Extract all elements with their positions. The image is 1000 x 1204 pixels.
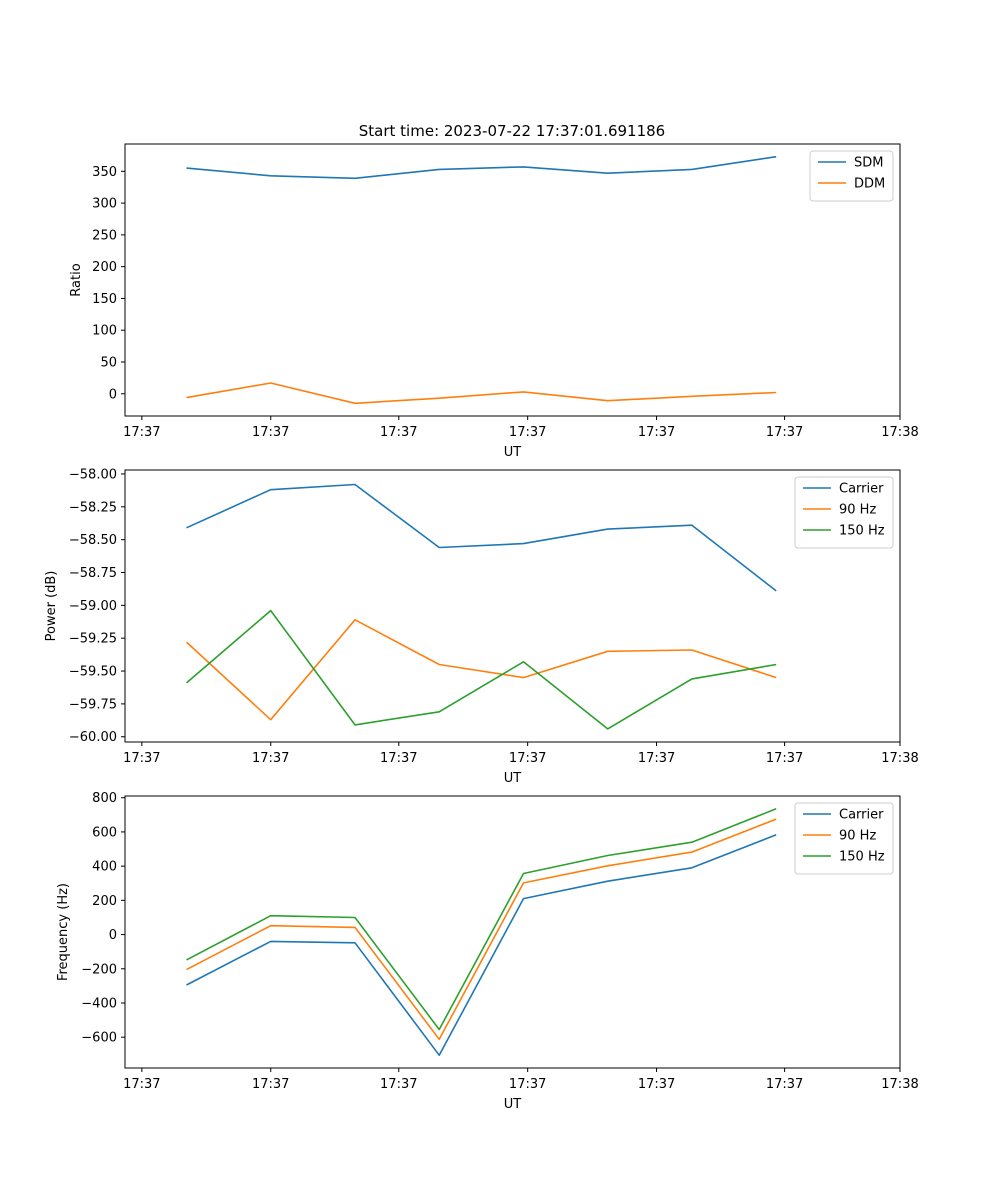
legend-box [809, 150, 894, 202]
series-line-150-hz [186, 808, 777, 1031]
x-tick-label: 17:38 [881, 1077, 918, 1092]
y-tick-label: 800 [92, 791, 117, 806]
y-tick-label: 400 [92, 860, 117, 875]
y-tick-label: 350 [92, 165, 117, 180]
x-tick-label: 17:37 [638, 751, 675, 766]
y-tick-label: 200 [92, 260, 117, 275]
x-axis-label: UT [504, 771, 522, 786]
x-tick-label: 17:38 [881, 425, 918, 440]
subplot-3: 17:37 17:37 17:37 17:37 17:37 17:37 17:38 800 60… [56, 791, 919, 1112]
legend-label: 90 Hz [839, 829, 876, 844]
x-tick-label: 17:37 [123, 1077, 160, 1092]
y-axis-label: Ratio [69, 263, 84, 296]
x-tick-label: 17:37 [252, 751, 289, 766]
x-tick-label: 17:37 [380, 425, 417, 440]
y-tick-label: −58.50 [69, 533, 117, 548]
legend-label: DDM [854, 177, 885, 192]
x-tick-label: 17:37 [766, 425, 803, 440]
y-tick-label: −59.00 [69, 599, 117, 614]
y-tick-label: 50 [100, 355, 117, 370]
y-tick-label: 300 [92, 197, 117, 212]
legend-label: SDM [854, 156, 883, 171]
series-line-sdm [186, 155, 777, 180]
x-axis-label: UT [504, 1097, 522, 1112]
series-line-90-hz [185, 618, 777, 721]
legend: SDM DDM [809, 150, 894, 202]
y-tick-label: −59.50 [69, 665, 117, 680]
x-tick-label: 17:37 [123, 751, 160, 766]
x-tick-label: 17:37 [380, 1077, 417, 1092]
axes-frame [124, 795, 901, 1069]
y-tick-label: −600 [81, 1031, 117, 1046]
x-tick-label: 17:37 [509, 1077, 546, 1092]
series-line-90-hz [186, 818, 777, 1041]
legend: Carrier 90 Hz 150 Hz [794, 476, 894, 549]
subplot-1: 17:37 17:37 17:37 17:37 17:37 17:37 17:38 0 50 10… [69, 143, 919, 460]
legend-label: 150 Hz [839, 524, 885, 539]
series-line-carrier [186, 834, 777, 1056]
legend-label: Carrier [839, 482, 884, 497]
y-tick-label: 250 [92, 228, 117, 243]
series-line-ddm [186, 382, 777, 405]
x-tick-label: 17:37 [252, 425, 289, 440]
x-tick-label: 17:38 [881, 751, 918, 766]
x-tick-label: 17:37 [766, 1077, 803, 1092]
figure-title: Start time: 2023-07-22 17:37:01.691186 [359, 122, 665, 140]
series-line-carrier [186, 483, 777, 592]
y-tick-label: 200 [92, 894, 117, 909]
x-tick-label: 17:37 [638, 425, 675, 440]
y-tick-label: 0 [109, 928, 117, 943]
x-tick-label: 17:37 [123, 425, 160, 440]
legend-label: Carrier [839, 808, 884, 823]
x-tick-label: 17:37 [509, 425, 546, 440]
x-tick-label: 17:37 [252, 1077, 289, 1092]
y-tick-label: −59.25 [69, 632, 117, 647]
axes-frame [124, 469, 901, 743]
y-tick-label: −200 [81, 962, 117, 977]
legend-label: 150 Hz [839, 850, 885, 865]
legend-label: 90 Hz [839, 503, 876, 518]
y-tick-label: −59.75 [69, 697, 117, 712]
series-line-150-hz [185, 609, 777, 730]
axes-frame [124, 143, 901, 417]
y-tick-label: 150 [92, 292, 117, 307]
y-axis-label: Power (dB) [44, 571, 59, 642]
legend: Carrier 90 Hz 150 Hz [794, 802, 894, 875]
x-tick-label: 17:37 [509, 751, 546, 766]
y-tick-label: −400 [81, 996, 117, 1011]
x-tick-label: 17:37 [766, 751, 803, 766]
x-tick-label: 17:37 [638, 1077, 675, 1092]
subplot-2: 17:37 17:37 17:37 17:37 17:37 17:37 17:38 −58.0… [44, 467, 919, 786]
y-tick-label: 0 [109, 387, 117, 402]
y-tick-label: −58.00 [69, 467, 117, 482]
y-tick-label: −58.25 [69, 500, 117, 515]
x-tick-label: 17:37 [380, 751, 417, 766]
x-axis-label: UT [504, 445, 522, 460]
y-tick-label: 100 [92, 324, 117, 339]
y-axis-label: Frequency (Hz) [56, 883, 71, 981]
y-tick-label: −58.75 [69, 566, 117, 581]
y-tick-label: −60.00 [69, 730, 117, 745]
y-tick-label: 600 [92, 825, 117, 840]
